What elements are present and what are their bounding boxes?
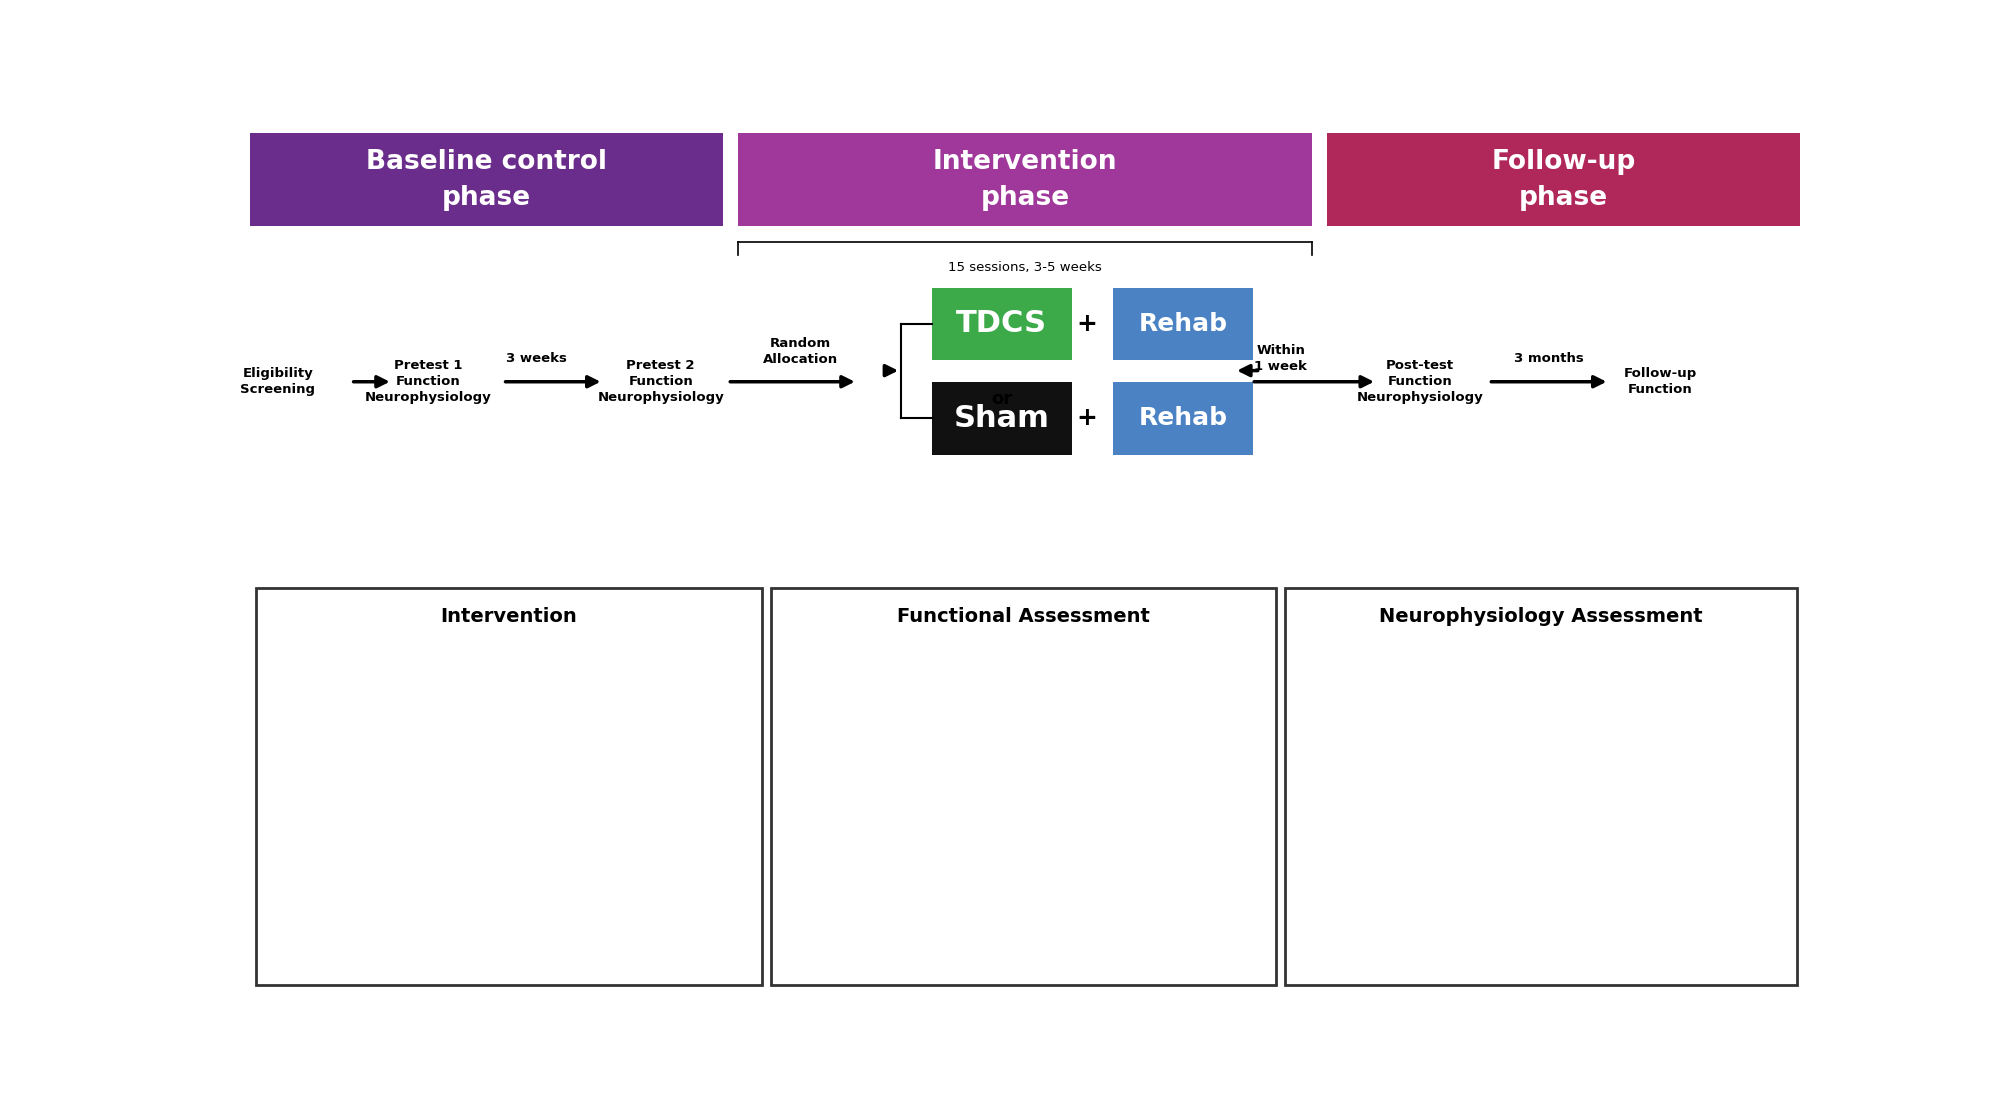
Text: Intervention: Intervention xyxy=(440,607,578,626)
FancyBboxPatch shape xyxy=(256,588,762,984)
Text: Baseline control
phase: Baseline control phase xyxy=(366,149,606,210)
FancyBboxPatch shape xyxy=(770,588,1276,984)
Text: Follow-up
phase: Follow-up phase xyxy=(1492,149,1636,210)
Text: 15 sessions, 3-5 weeks: 15 sessions, 3-5 weeks xyxy=(948,261,1102,274)
Text: Rehab: Rehab xyxy=(1138,406,1228,430)
Text: Random
Allocation: Random Allocation xyxy=(762,337,838,366)
Text: Pretest 1
Function
Neurophysiology: Pretest 1 Function Neurophysiology xyxy=(364,359,492,405)
Text: Within
1 week: Within 1 week xyxy=(1254,344,1308,374)
Text: +: + xyxy=(1076,406,1098,429)
Text: Eligibility
Screening: Eligibility Screening xyxy=(240,367,316,396)
Text: 3 weeks: 3 weeks xyxy=(506,353,568,365)
FancyBboxPatch shape xyxy=(1114,381,1252,455)
Text: 3 months: 3 months xyxy=(1514,353,1584,365)
FancyBboxPatch shape xyxy=(1286,588,1796,984)
Text: Follow-up
Function: Follow-up Function xyxy=(1624,367,1698,396)
Text: Functional Assessment: Functional Assessment xyxy=(898,607,1150,626)
FancyBboxPatch shape xyxy=(1328,133,1800,226)
Text: Post-test
Function
Neurophysiology: Post-test Function Neurophysiology xyxy=(1356,359,1484,405)
Text: Neurophysiology Assessment: Neurophysiology Assessment xyxy=(1380,607,1702,626)
Text: +: + xyxy=(1076,311,1098,336)
FancyBboxPatch shape xyxy=(250,133,722,226)
FancyBboxPatch shape xyxy=(932,381,1072,455)
Text: or: or xyxy=(992,390,1012,408)
FancyBboxPatch shape xyxy=(738,133,1312,226)
Text: Sham: Sham xyxy=(954,404,1050,433)
Text: TDCS: TDCS xyxy=(956,309,1048,338)
Text: Intervention
phase: Intervention phase xyxy=(932,149,1118,210)
Text: Rehab: Rehab xyxy=(1138,312,1228,336)
FancyBboxPatch shape xyxy=(1114,288,1252,360)
Text: Pretest 2
Function
Neurophysiology: Pretest 2 Function Neurophysiology xyxy=(598,359,724,405)
FancyBboxPatch shape xyxy=(932,288,1072,360)
